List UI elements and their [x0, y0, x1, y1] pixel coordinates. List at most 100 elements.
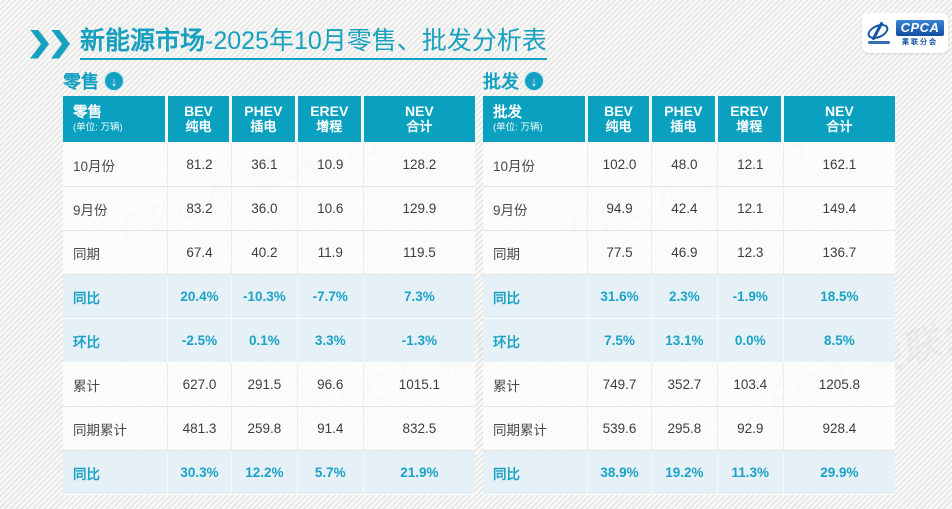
cell-value: -10.3%: [231, 275, 298, 319]
row-label: 同期: [63, 231, 169, 275]
row-label: 累计: [63, 363, 169, 407]
table-title-text: 批发: [493, 104, 522, 121]
column-header-en: NEV: [404, 103, 434, 119]
cell-value: 119.5: [363, 231, 475, 275]
column-header-en: EREV: [730, 103, 769, 119]
table-unit-text: (单位: 万辆): [493, 121, 543, 133]
row-label: 累计: [483, 363, 589, 407]
column-header-zh: 纯电: [185, 119, 212, 134]
cell-value: 749.7: [588, 363, 652, 407]
table-title-cell: 批发 (单位: 万辆): [483, 96, 589, 143]
cell-value: 18.5%: [783, 275, 895, 319]
table-row: 同期累计 539.6 295.8 92.9 928.4: [483, 407, 895, 451]
table-row: 同比 30.3% 12.2% 5.7% 21.9%: [63, 451, 475, 495]
column-header: EREV 增程: [717, 96, 784, 143]
cell-value: 2.3%: [651, 275, 718, 319]
cell-value: 96.6: [297, 363, 364, 407]
column-header: NEV 合计: [363, 96, 475, 143]
cell-value: 10.9: [297, 143, 364, 187]
column-header-en: BEV: [604, 103, 633, 119]
cell-value: 162.1: [783, 143, 895, 187]
cell-value: 12.3: [717, 231, 784, 275]
cell-value: 10.6: [297, 187, 364, 231]
cell-value: 83.2: [168, 187, 232, 231]
cell-value: 13.1%: [651, 319, 718, 363]
column-header: BEV 纯电: [588, 96, 652, 143]
cell-value: 136.7: [783, 231, 895, 275]
retail-caption-label: 零售: [63, 72, 99, 92]
cell-value: 832.5: [363, 407, 475, 451]
column-header-en: PHEV: [244, 103, 283, 119]
row-label: 同期: [483, 231, 589, 275]
cell-value: 7.3%: [363, 275, 475, 319]
cell-value: 12.1: [717, 143, 784, 187]
table-row: 同期累计 481.3 259.8 91.4 832.5: [63, 407, 475, 451]
cell-value: 291.5: [231, 363, 298, 407]
page-title: 新能源市场-2025年10月零售、批发分析表: [80, 27, 547, 61]
cell-value: 129.9: [363, 187, 475, 231]
cell-value: -7.7%: [297, 275, 364, 319]
cell-value: 11.3%: [717, 451, 784, 495]
wholesale-caption: 批发 ↓: [483, 66, 895, 96]
cell-value: 12.1: [717, 187, 784, 231]
table-row: 同比 31.6% 2.3% -1.9% 18.5%: [483, 275, 895, 319]
cell-value: 77.5: [588, 231, 652, 275]
column-header-zh: 增程: [316, 119, 343, 134]
wholesale-table: 批发 (单位: 万辆) BEV 纯电 PHEV 插电 EREV 增程 NEV 合计 10月份 102…: [483, 96, 895, 495]
row-label: 9月份: [483, 187, 589, 231]
cell-value: 627.0: [168, 363, 232, 407]
column-header-zh: 纯电: [605, 119, 632, 134]
down-arrow-icon: ↓: [524, 71, 544, 91]
cell-value: 81.2: [168, 143, 232, 187]
tables-container: 零售 ↓ 零售 (单位: 万辆) BEV 纯电 PHEV 插电 EREV 增程 NEV 合计 10…: [63, 66, 895, 495]
column-header-zh: 合计: [826, 119, 853, 134]
cpca-swoosh-icon: [864, 21, 892, 44]
header-row: 零售 (单位: 万辆) BEV 纯电 PHEV 插电 EREV 增程 NEV 合计: [63, 96, 475, 143]
column-header-zh: 插电: [250, 119, 277, 134]
table-row: 同期 77.5 46.9 12.3 136.7: [483, 231, 895, 275]
column-header-en: EREV: [310, 103, 349, 119]
cell-value: 94.9: [588, 187, 652, 231]
cell-value: 295.8: [651, 407, 718, 451]
table-section-wholesale: 批发 ↓ 批发 (单位: 万辆) BEV 纯电 PHEV 插电 EREV 增程 NEV 合计 10…: [483, 66, 895, 495]
cell-value: 12.2%: [231, 451, 298, 495]
cell-value: -1.3%: [363, 319, 475, 363]
cell-value: 481.3: [168, 407, 232, 451]
cell-value: 3.3%: [297, 319, 364, 363]
cell-value: 103.4: [717, 363, 784, 407]
cell-value: 259.8: [231, 407, 298, 451]
column-header-en: BEV: [184, 103, 213, 119]
table-row: 同比 20.4% -10.3% -7.7% 7.3%: [63, 275, 475, 319]
cpca-logo: CPCA 乘联分会: [862, 13, 948, 53]
cpca-logo-text: CPCA: [895, 19, 945, 36]
table-row: 9月份 94.9 42.4 12.1 149.4: [483, 187, 895, 231]
column-header-zh: 增程: [736, 119, 763, 134]
cell-value: 20.4%: [168, 275, 232, 319]
column-header: NEV 合计: [783, 96, 895, 143]
cell-value: 40.2: [231, 231, 298, 275]
cell-value: 91.4: [297, 407, 364, 451]
row-label: 9月份: [63, 187, 169, 231]
cell-value: 928.4: [783, 407, 895, 451]
cpca-logo-subtext: 乘联分会: [902, 38, 938, 46]
row-label: 10月份: [483, 143, 589, 187]
cell-value: 29.9%: [783, 451, 895, 495]
table-title-cell: 零售 (单位: 万辆): [63, 96, 169, 143]
column-header-zh: 合计: [406, 119, 433, 134]
column-header: PHEV 插电: [651, 96, 718, 143]
cell-value: 36.0: [231, 187, 298, 231]
column-header-en: NEV: [824, 103, 854, 119]
cell-value: 7.5%: [588, 319, 652, 363]
cell-value: 38.9%: [588, 451, 652, 495]
cell-value: 36.1: [231, 143, 298, 187]
cell-value: 352.7: [651, 363, 718, 407]
cell-value: 11.9: [297, 231, 364, 275]
cell-value: 1015.1: [363, 363, 475, 407]
wholesale-caption-label: 批发: [483, 72, 519, 92]
cell-value: 46.9: [651, 231, 718, 275]
cell-value: 42.4: [651, 187, 718, 231]
cell-value: 19.2%: [651, 451, 718, 495]
cell-value: 149.4: [783, 187, 895, 231]
header-bar: 新能源市场-2025年10月零售、批发分析表: [30, 24, 852, 64]
row-label: 环比: [483, 319, 589, 363]
